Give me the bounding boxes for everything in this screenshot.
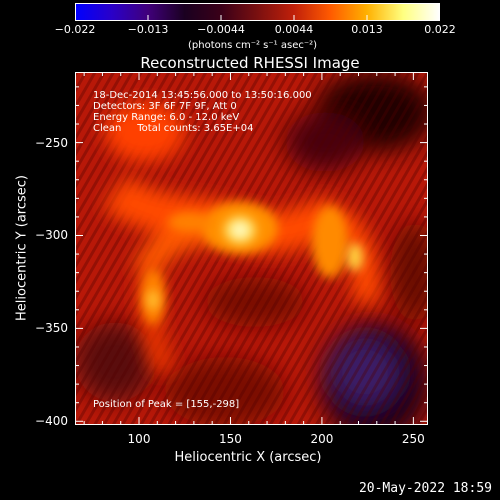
- chart-title: Reconstructed RHESSI Image: [140, 54, 360, 72]
- y-tick-label: −400: [35, 414, 68, 429]
- x-axis-label: Heliocentric X (arcsec): [174, 450, 322, 465]
- heatmap-peaks: [147, 216, 363, 310]
- x-tick-label: 250: [401, 432, 425, 446]
- timestamp: 20-May-2022 18:59: [358, 481, 492, 496]
- y-tick-label: −250: [35, 135, 68, 150]
- y-tick-label: −350: [35, 321, 68, 336]
- heatmap-plot: 18-Dec-2014 13:45:56.000 to 13:50:16.000…: [75, 72, 428, 425]
- x-tick-label: 200: [310, 432, 334, 446]
- annotation-time: 18-Dec-2014 13:45:56.000 to 13:50:16.000: [93, 90, 312, 101]
- colorbar-tick-label: 0.022: [424, 23, 456, 36]
- x-tick-label: 100: [127, 432, 151, 446]
- annotation-detectors: Detectors: 3F 6F 7F 9F, Att 0: [93, 101, 237, 112]
- y-tick-label: −300: [35, 228, 68, 243]
- y-axis-label: Heliocentric Y (arcsec): [14, 175, 30, 321]
- colorbar-bar: [75, 3, 440, 21]
- colorbar-tick-label: 0.0044: [274, 23, 314, 36]
- plot-frame: [75, 72, 428, 425]
- colorbar-tick-label: 0.013: [351, 23, 383, 36]
- colorbar-tick-label: −0.013: [127, 23, 169, 36]
- peak-position-label: Position of Peak = [155,-298]: [93, 399, 239, 410]
- colorbar-unit: (photons cm⁻² s⁻¹ asec⁻²): [188, 40, 318, 51]
- colorbar: [75, 3, 440, 21]
- colorbar-tick-label: −0.0044: [197, 23, 245, 36]
- annotation-counts: Clean Total counts: 3.65E+04: [93, 123, 253, 134]
- x-tick-label: 150: [219, 432, 242, 446]
- colorbar-tick-marks: [75, 15, 440, 21]
- colorbar-tick-label: −0.022: [54, 23, 96, 36]
- axis-tick-marks: [75, 72, 428, 425]
- heatmap-image: [75, 72, 428, 425]
- annotation-energy: Energy Range: 6.0 - 12.0 keV: [93, 112, 239, 123]
